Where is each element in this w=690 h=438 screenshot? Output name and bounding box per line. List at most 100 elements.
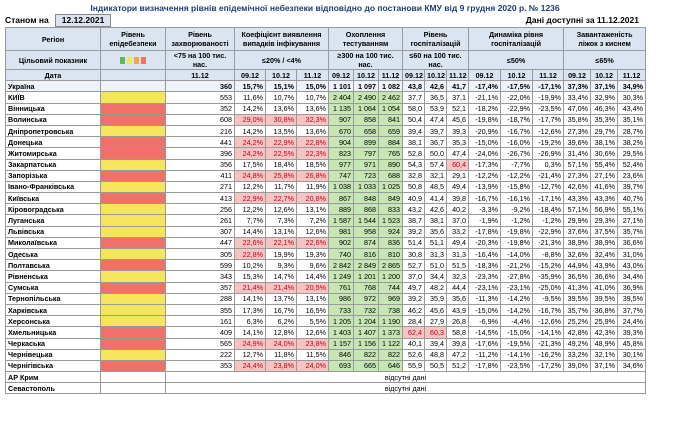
value-cell: 39,3 <box>446 124 470 138</box>
value-cell: -4,4% <box>500 315 534 328</box>
region-name: Тернопільська <box>5 292 101 305</box>
value-cell: 12,8% <box>265 326 297 339</box>
value-cell: 1 544 <box>353 214 380 227</box>
value-cell: 744 <box>378 281 404 294</box>
value-cell: 42,6 <box>424 80 448 93</box>
value-cell: 27,9 <box>424 315 448 328</box>
value-cell: 39,7% <box>617 180 647 194</box>
value-cell: 409 <box>165 326 235 339</box>
value-cell: 723 <box>353 169 380 182</box>
value-cell: 42,6 <box>424 203 448 216</box>
value-cell: 15,0% <box>295 80 330 93</box>
value-cell: 981 <box>328 225 355 238</box>
value-cell: 899 <box>353 136 380 149</box>
value-cell: 5,5% <box>295 315 330 328</box>
date: 09.12 <box>563 68 592 82</box>
value-cell: -20,9% <box>468 124 502 138</box>
date: 10.12 <box>500 68 534 82</box>
value-cell: 1 082 <box>378 80 404 93</box>
value-cell: 13,7% <box>265 292 297 305</box>
value-cell: 22,9% <box>265 136 297 149</box>
value-cell: 43,2 <box>402 203 426 216</box>
value-cell: 39,5% <box>590 292 619 305</box>
value-cell: 27,1% <box>617 214 647 227</box>
value-cell: -15,0% <box>500 326 534 339</box>
value-cell: 1 587 <box>328 214 355 227</box>
value-cell: 37,1% <box>590 359 619 373</box>
region-row: Дніпропетровська 216 14,2% 13,5% 13,6% 670 658… <box>5 124 647 138</box>
region-row: Харківська 355 17,3% 16,7% 16,5% 733 732 738 46,… <box>5 303 647 317</box>
value-cell: 52,6 <box>402 348 426 361</box>
date: 11.12 <box>617 68 647 82</box>
value-cell: -14,1% <box>532 326 565 339</box>
date: 11.12 <box>295 68 330 82</box>
region-row: Севастополь відсутні дані <box>5 382 647 395</box>
region-name: Хмельницька <box>5 326 101 339</box>
date: 11.12 <box>378 68 404 82</box>
value-cell: 30,6% <box>590 147 619 160</box>
value-cell: 343 <box>165 270 235 283</box>
value-cell: 48,5 <box>424 180 448 194</box>
value-cell: 50,0 <box>424 147 448 160</box>
value-cell: 35,6 <box>424 225 448 238</box>
level-cell <box>100 292 166 305</box>
value-cell: 45,6 <box>424 303 448 317</box>
date: 11.12 <box>165 68 235 82</box>
value-cell: -3,3% <box>468 203 502 216</box>
value-cell: 13,6% <box>295 102 330 115</box>
value-cell: 848 <box>353 192 380 205</box>
value-cell: 747 <box>328 169 355 182</box>
value-cell: 216 <box>165 124 235 138</box>
value-cell: 18,4% <box>265 158 297 171</box>
value-cell: 357 <box>165 281 235 294</box>
target-value: ≤60 на 100 тис. нас. <box>402 50 470 70</box>
value-cell: 10,2% <box>234 259 266 272</box>
value-cell: 12,6% <box>295 326 330 339</box>
level-cell <box>100 348 166 361</box>
value-cell: 1 407 <box>353 326 380 339</box>
value-cell: 1 097 <box>353 80 380 93</box>
value-cell: 47,4 <box>424 113 448 126</box>
value-cell: 307 <box>165 225 235 238</box>
value-cell: 17,5% <box>234 158 266 171</box>
value-cell: 35,3 <box>446 136 470 149</box>
level-cell <box>100 236 166 250</box>
value-cell: 43,4% <box>617 102 647 115</box>
value-cell: 7,7% <box>234 214 266 227</box>
value-cell: 833 <box>378 203 404 216</box>
value-cell: 52,1 <box>446 102 470 115</box>
region-row: КИЇВ 553 11,6% 10,7% 10,7% 2 404 2 490 2 462 37,… <box>5 91 647 104</box>
value-cell: 355 <box>165 303 235 317</box>
value-cell: 261 <box>165 214 235 227</box>
value-cell: 1 200 <box>378 270 404 283</box>
region-name: Івано-Франківська <box>5 180 101 194</box>
value-cell: -17,2% <box>532 359 565 373</box>
region-name: Харківська <box>5 303 101 317</box>
value-cell: 24,0% <box>265 337 297 350</box>
value-cell: 874 <box>353 236 380 250</box>
value-cell: 35,9 <box>424 292 448 305</box>
value-cell: 25,8% <box>265 169 297 182</box>
value-cell: 693 <box>328 359 355 373</box>
date: 09.12 <box>468 68 502 82</box>
value-cell: 46,3% <box>590 102 619 115</box>
value-cell: 12,2% <box>234 180 266 194</box>
value-cell: 553 <box>165 91 235 104</box>
value-cell: -6,9% <box>468 315 502 328</box>
region-row: Івано-Франківська 271 12,2% 11,7% 11,9% 1 038… <box>5 180 647 194</box>
value-cell: 2 842 <box>328 259 355 272</box>
value-cell: -14,2% <box>500 292 534 305</box>
value-cell: 24,0% <box>295 359 330 373</box>
level-cell <box>100 169 166 182</box>
value-cell: -16,7% <box>532 303 565 317</box>
value-cell: 924 <box>378 225 404 238</box>
value-cell: -22,9% <box>532 225 565 238</box>
column-header: Завантаженість ліжок з киснем <box>563 27 647 51</box>
value-cell: -27,8% <box>500 270 534 283</box>
region-name: Україна <box>5 80 101 93</box>
value-cell: 441 <box>165 136 235 149</box>
value-cell: 13,1% <box>265 225 297 238</box>
value-cell: 27,3% <box>563 124 592 138</box>
value-cell: 1 054 <box>378 102 404 115</box>
value-cell: 15,7% <box>234 80 266 93</box>
